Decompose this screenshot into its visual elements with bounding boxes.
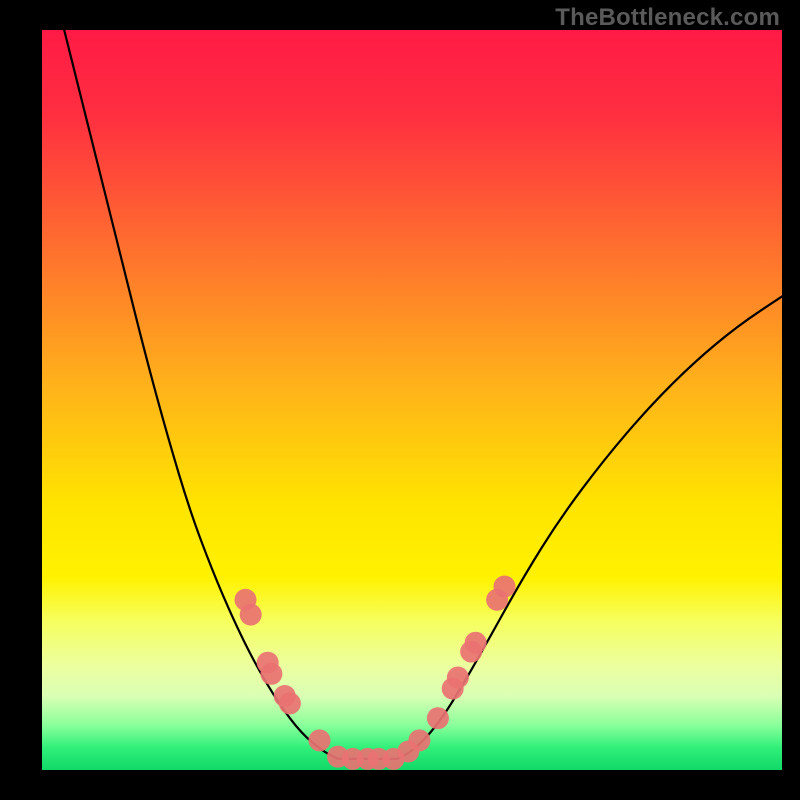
data-marker (309, 729, 331, 751)
data-marker (447, 667, 469, 689)
watermark-text: TheBottleneck.com (555, 4, 780, 32)
bottleneck-curve (64, 30, 782, 759)
data-marker (279, 692, 301, 714)
data-marker (408, 729, 430, 751)
data-marker (260, 663, 282, 685)
chart-stage: TheBottleneck.com (0, 0, 800, 800)
data-marker (427, 707, 449, 729)
marker-cluster (235, 575, 516, 769)
data-marker (494, 575, 516, 597)
data-marker (465, 632, 487, 654)
data-marker (240, 604, 262, 626)
plot-svg (0, 0, 800, 800)
